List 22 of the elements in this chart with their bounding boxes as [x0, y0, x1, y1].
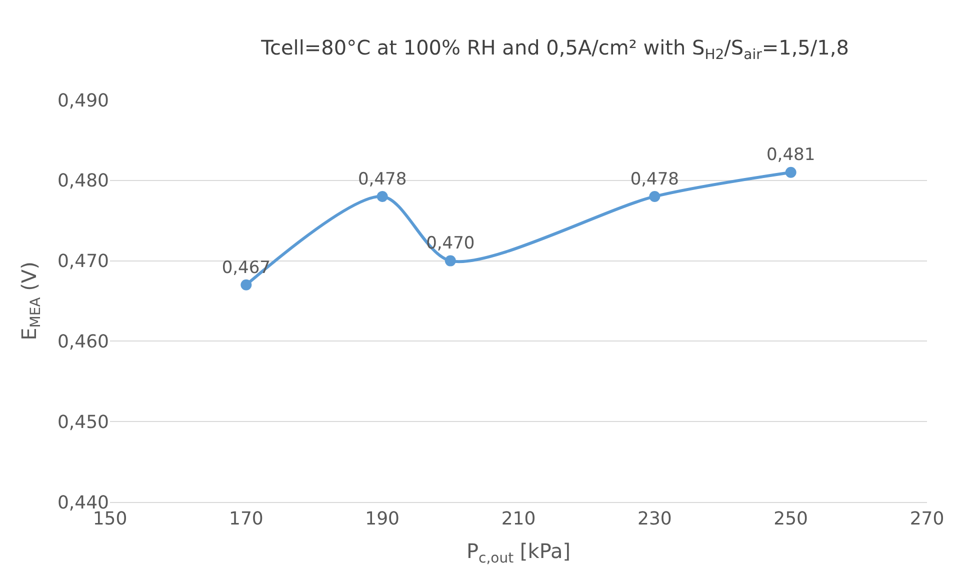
point: [649, 190, 660, 202]
data-label: 0,478: [358, 169, 407, 190]
x-tick-label: 250: [774, 508, 808, 530]
y-tick-label: 0,460: [57, 332, 109, 352]
point: [785, 166, 796, 178]
x-tick-label: 210: [501, 508, 536, 530]
x-tick-label: 170: [228, 508, 264, 530]
x-tick-label: 230: [637, 508, 672, 530]
x-axis-title: P$_{c,out}$ [kPa]: [466, 539, 571, 566]
data-label: 0,481: [766, 145, 816, 166]
point: [444, 255, 456, 266]
point: [376, 190, 388, 202]
y-tick-label: 0,480: [57, 170, 109, 192]
x-tick-label: 150: [92, 508, 128, 530]
x-tick-label: 190: [365, 508, 400, 530]
point: [240, 279, 252, 290]
data-label: 0,478: [630, 169, 680, 190]
y-tick-label: 0,450: [57, 412, 109, 433]
x-tick-label: 270: [910, 508, 944, 530]
chart-title: Tcell=80°C at 100% RH and 0,5A/cm² with S$_{H2}$/S$_{air}$=1,5/1,8: [260, 36, 849, 63]
y-tick-label: 0,470: [57, 251, 109, 272]
y-tick-label: 0,490: [57, 90, 109, 112]
